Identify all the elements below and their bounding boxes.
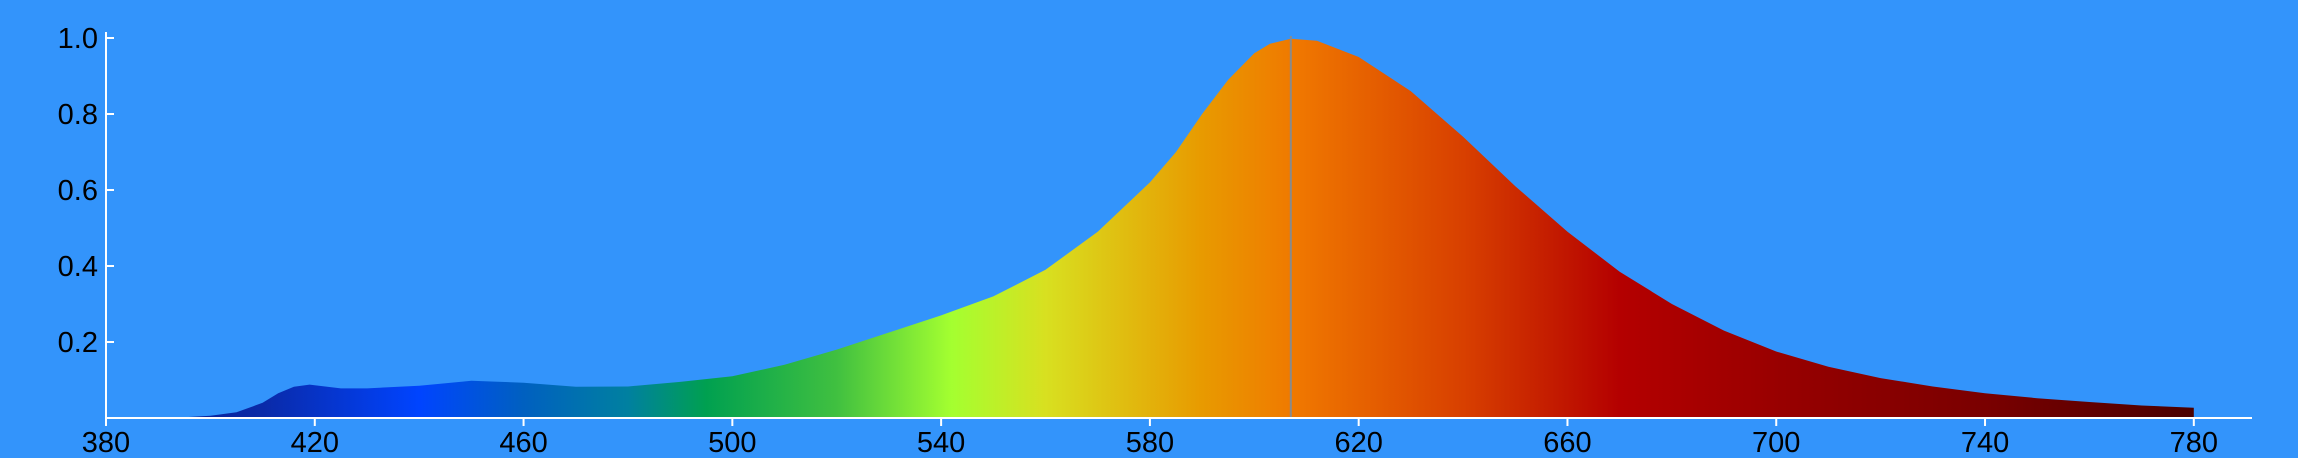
spectrum-area-series-0: [158, 38, 2194, 419]
y-tick-label: 0.4: [58, 251, 98, 283]
x-tick-label: 500: [708, 427, 756, 458]
x-tick-labels: 380 420 460 500 540 580 620 660 700 740 780: [82, 427, 2218, 458]
x-tick-label: 380: [82, 427, 130, 458]
y-tick-label: 0.6: [58, 175, 98, 207]
x-tick-label: 540: [917, 427, 965, 458]
x-tick-label: 780: [2170, 427, 2218, 458]
y-tick-label: 0.8: [58, 99, 98, 131]
x-tick-label: 700: [1752, 427, 1800, 458]
axes: [105, 32, 2252, 426]
plot-area: [158, 36, 2194, 419]
y-tick-labels: 0.2 0.4 0.6 0.8 1.0: [58, 23, 98, 359]
x-tick-label: 460: [499, 427, 547, 458]
y-tick-label: 1.0: [58, 23, 98, 55]
x-tick-label: 620: [1334, 427, 1382, 458]
x-tick-label: 420: [291, 427, 339, 458]
x-tick-label: 740: [1961, 427, 2009, 458]
y-tick-label: 0.2: [58, 327, 98, 359]
x-tick-label: 660: [1543, 427, 1591, 458]
x-tick-label: 580: [1126, 427, 1174, 458]
